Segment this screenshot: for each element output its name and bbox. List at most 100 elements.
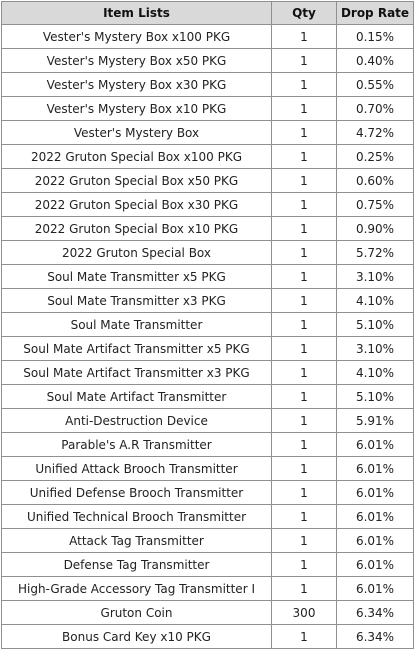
table-row: Gruton Coin 300 6.34% [1, 600, 414, 625]
item-name-cell: Attack Tag Transmitter [1, 528, 272, 553]
item-name-cell: 2022 Gruton Special Box x50 PKG [1, 168, 272, 193]
qty-cell: 1 [271, 24, 337, 49]
item-name-cell: Gruton Coin [1, 600, 272, 625]
drop-rate-cell: 5.10% [336, 312, 414, 337]
qty-cell: 1 [271, 576, 337, 601]
drop-rate-cell: 6.01% [336, 480, 414, 505]
item-name-cell: Bonus Card Key x10 PKG [1, 624, 272, 649]
item-name-cell: Vester's Mystery Box x10 PKG [1, 96, 272, 121]
qty-cell: 1 [271, 240, 337, 265]
table-row: Bonus Card Key x10 PKG 1 6.34% [1, 624, 414, 649]
table-row: Vester's Mystery Box x10 PKG 1 0.70% [1, 96, 414, 121]
drop-rate-cell: 6.34% [336, 600, 414, 625]
table-row: 2022 Gruton Special Box x50 PKG 1 0.60% [1, 168, 414, 193]
item-name-cell: Unified Defense Brooch Transmitter [1, 480, 272, 505]
drop-rate-cell: 6.01% [336, 552, 414, 577]
table-row: 2022 Gruton Special Box 1 5.72% [1, 240, 414, 265]
item-name-cell: Soul Mate Transmitter [1, 312, 272, 337]
item-name-cell: Vester's Mystery Box [1, 120, 272, 145]
table-row: Defense Tag Transmitter 1 6.01% [1, 552, 414, 577]
drop-rate-cell: 0.15% [336, 24, 414, 49]
drop-rate-cell: 6.34% [336, 624, 414, 649]
item-name-cell: High-Grade Accessory Tag Transmitter I [1, 576, 272, 601]
table-row: Soul Mate Transmitter x3 PKG 1 4.10% [1, 288, 414, 313]
header-item-lists: Item Lists [1, 1, 272, 25]
table-row: Soul Mate Artifact Transmitter x3 PKG 1 4.… [1, 360, 414, 385]
drop-rate-cell: 6.01% [336, 456, 414, 481]
qty-cell: 1 [271, 504, 337, 529]
drop-rate-cell: 5.10% [336, 384, 414, 409]
table-body: Vester's Mystery Box x100 PKG 1 0.15% Veste… [1, 24, 414, 649]
table-row: Vester's Mystery Box x50 PKG 1 0.40% [1, 48, 414, 73]
drop-rate-cell: 0.40% [336, 48, 414, 73]
header-drop-rate: Drop Rate [336, 1, 414, 25]
qty-cell: 1 [271, 408, 337, 433]
item-name-cell: Vester's Mystery Box x100 PKG [1, 24, 272, 49]
item-name-cell: Soul Mate Transmitter x5 PKG [1, 264, 272, 289]
qty-cell: 1 [271, 384, 337, 409]
drop-rate-cell: 0.70% [336, 96, 414, 121]
qty-cell: 1 [271, 72, 337, 97]
item-name-cell: Soul Mate Artifact Transmitter [1, 384, 272, 409]
table-row: Anti-Destruction Device 1 5.91% [1, 408, 414, 433]
item-name-cell: Parable's A.R Transmitter [1, 432, 272, 457]
drop-rate-cell: 6.01% [336, 432, 414, 457]
drop-rate-cell: 0.55% [336, 72, 414, 97]
table-row: Unified Attack Brooch Transmitter 1 6.01% [1, 456, 414, 481]
qty-cell: 1 [271, 96, 337, 121]
drop-rate-cell: 6.01% [336, 528, 414, 553]
qty-cell: 1 [271, 48, 337, 73]
qty-cell: 1 [271, 456, 337, 481]
table-row: Soul Mate Artifact Transmitter 1 5.10% [1, 384, 414, 409]
drop-rate-cell: 0.75% [336, 192, 414, 217]
qty-cell: 1 [271, 336, 337, 361]
item-name-cell: Vester's Mystery Box x30 PKG [1, 72, 272, 97]
item-name-cell: Soul Mate Artifact Transmitter x5 PKG [1, 336, 272, 361]
item-name-cell: Soul Mate Transmitter x3 PKG [1, 288, 272, 313]
drop-rate-cell: 4.10% [336, 360, 414, 385]
qty-cell: 1 [271, 144, 337, 169]
qty-cell: 1 [271, 192, 337, 217]
table-row: Soul Mate Transmitter 1 5.10% [1, 312, 414, 337]
drop-rate-cell: 5.72% [336, 240, 414, 265]
qty-cell: 1 [271, 480, 337, 505]
table-row: Vester's Mystery Box x30 PKG 1 0.55% [1, 72, 414, 97]
item-name-cell: 2022 Gruton Special Box [1, 240, 272, 265]
table-row: Unified Defense Brooch Transmitter 1 6.01% [1, 480, 414, 505]
drop-rate-cell: 3.10% [336, 264, 414, 289]
table-row: 2022 Gruton Special Box x100 PKG 1 0.25% [1, 144, 414, 169]
drop-rate-cell: 6.01% [336, 576, 414, 601]
qty-cell: 1 [271, 216, 337, 241]
drop-rate-cell: 4.72% [336, 120, 414, 145]
table-row: Soul Mate Artifact Transmitter x5 PKG 1 3.… [1, 336, 414, 361]
qty-cell: 1 [271, 360, 337, 385]
item-name-cell: 2022 Gruton Special Box x30 PKG [1, 192, 272, 217]
header-qty: Qty [271, 1, 337, 25]
table-row: Soul Mate Transmitter x5 PKG 1 3.10% [1, 264, 414, 289]
qty-cell: 1 [271, 552, 337, 577]
item-name-cell: 2022 Gruton Special Box x100 PKG [1, 144, 272, 169]
table-header-row: Item Lists Qty Drop Rate [1, 1, 414, 25]
table-row: Unified Technical Brooch Transmitter 1 6.0… [1, 504, 414, 529]
table-row: 2022 Gruton Special Box x10 PKG 1 0.90% [1, 216, 414, 241]
item-name-cell: 2022 Gruton Special Box x10 PKG [1, 216, 272, 241]
item-name-cell: Anti-Destruction Device [1, 408, 272, 433]
drop-rate-cell: 0.25% [336, 144, 414, 169]
table-row: Parable's A.R Transmitter 1 6.01% [1, 432, 414, 457]
drop-rate-cell: 5.91% [336, 408, 414, 433]
qty-cell: 1 [271, 624, 337, 649]
qty-cell: 1 [271, 528, 337, 553]
drop-rate-cell: 6.01% [336, 504, 414, 529]
qty-cell: 1 [271, 432, 337, 457]
table-row: Vester's Mystery Box 1 4.72% [1, 120, 414, 145]
qty-cell: 1 [271, 264, 337, 289]
qty-cell: 1 [271, 312, 337, 337]
table-row: Attack Tag Transmitter 1 6.01% [1, 528, 414, 553]
qty-cell: 300 [271, 600, 337, 625]
drop-rate-cell: 3.10% [336, 336, 414, 361]
table-row: 2022 Gruton Special Box x30 PKG 1 0.75% [1, 192, 414, 217]
item-name-cell: Unified Attack Brooch Transmitter [1, 456, 272, 481]
drop-rate-cell: 0.90% [336, 216, 414, 241]
